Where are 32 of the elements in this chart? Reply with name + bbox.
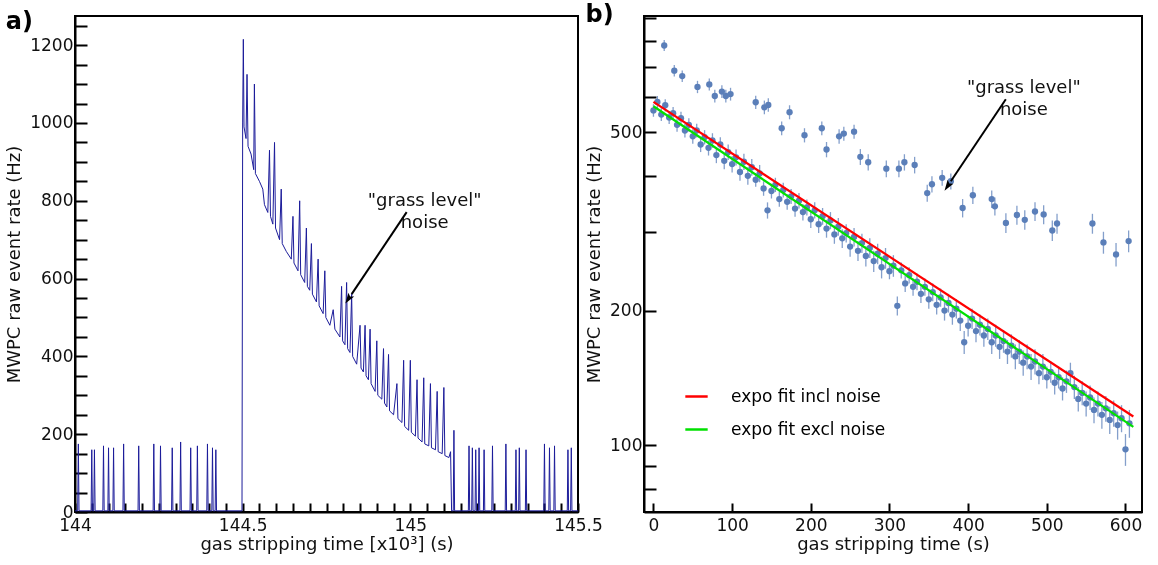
x-axis-title: gas stripping time [x10³] (s) [200,532,454,554]
legend-label: expo fit excl noise [731,418,886,439]
y-tick-label: 1200 [30,34,74,55]
point [959,204,966,212]
legend-label: expo fit incl noise [731,385,881,406]
y-tick-label: 200 [610,300,643,321]
x-tick-label: 400 [952,514,985,535]
y-tick-label: 400 [41,345,74,366]
y-tick-label: 600 [41,268,74,289]
annotation: "grass level" noise [367,189,482,233]
x-tick-label: 144.5 [218,514,268,535]
x-tick-label: 100 [716,514,749,535]
y-tick-label: 500 [610,121,643,142]
annotation: "grass level" noise [966,76,1081,120]
x-tick-label: 200 [795,514,828,535]
x-tick-label: 300 [873,514,907,535]
x-tick-label: 600 [1109,514,1143,535]
x-tick-label: 145 [394,514,428,535]
x-tick-label: 145.5 [554,514,603,535]
y-tick-label: 1000 [30,112,74,133]
x-axis-title: gas stripping time (s) [797,532,990,554]
y-axis-title: MWPC raw event rate (Hz) [583,145,605,384]
point [823,146,830,153]
chart-title: b) [585,0,614,29]
y-tick-label: 100 [610,434,643,455]
y-tick-label: 800 [41,190,74,211]
y-tick-label: 200 [41,423,74,444]
y-axis-title: MWPC raw event rate (Hz) [3,145,25,384]
point [727,90,734,98]
x-tick-label: 0 [648,514,660,535]
x-tick-label: 500 [1031,514,1064,535]
chart-title: a) [5,7,33,35]
